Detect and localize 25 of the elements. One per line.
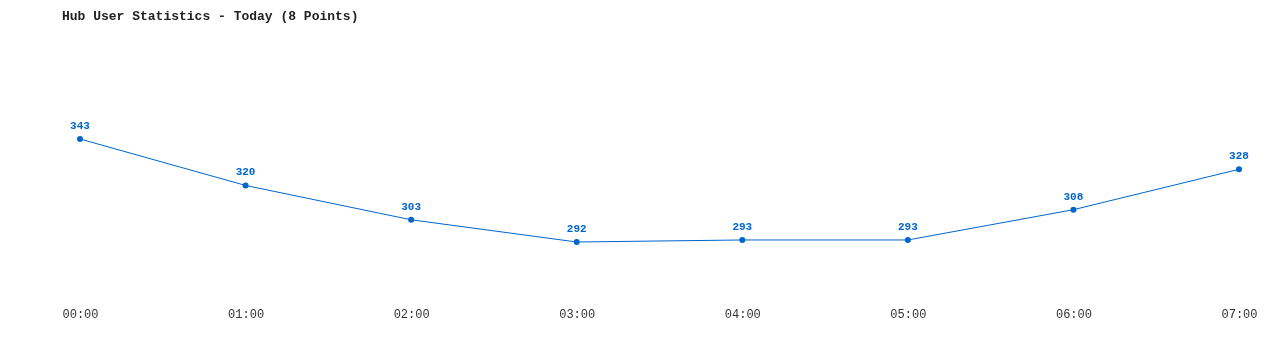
point (739, 236, 746, 243)
x-tick-label: 03:00 (559, 307, 596, 322)
data-label: 308 (1063, 190, 1084, 203)
data-label: 343 (70, 120, 91, 132)
data-label: 293 (732, 220, 753, 233)
data-label: 303 (401, 200, 422, 213)
point (77, 136, 83, 142)
x-tick-label: 01:00 (228, 307, 265, 322)
x-tick-label: 00:00 (62, 307, 99, 322)
x-tick-label: 06:00 (1055, 307, 1092, 322)
chart-title: Hub User Statistics - Today (8 Points) (62, 9, 359, 24)
point (1236, 166, 1242, 173)
x-tick-label: 07:00 (1221, 307, 1258, 322)
data-label: 293 (897, 220, 919, 233)
x-tick-label: 02:00 (393, 307, 430, 322)
data-label: 328 (1229, 150, 1250, 163)
point (573, 239, 580, 245)
data-label: 320 (235, 166, 256, 179)
x-tick-label: 05:00 (890, 307, 927, 322)
x-tick-label: 04:00 (724, 307, 761, 322)
point (1070, 206, 1077, 213)
point (408, 216, 415, 223)
point (904, 236, 911, 243)
point (242, 182, 249, 189)
data-label: 292 (566, 223, 587, 235)
